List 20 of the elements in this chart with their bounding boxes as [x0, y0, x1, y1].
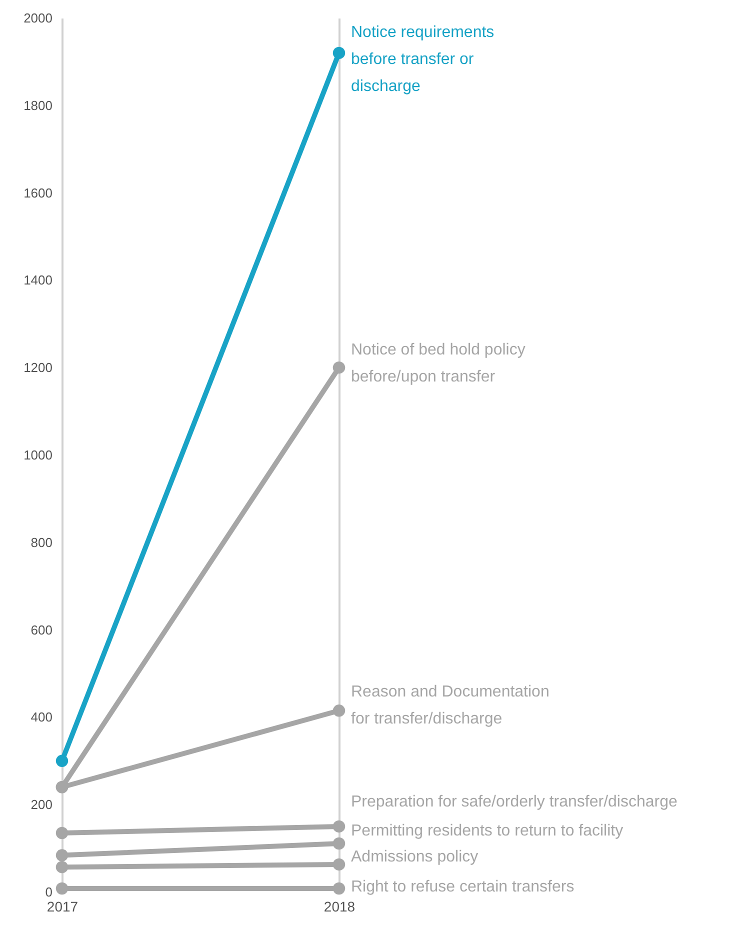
series-label: Right to refuse certain transfers: [351, 878, 574, 896]
x-tick-label: 2018: [324, 898, 356, 914]
y-tick-label: 600: [30, 622, 52, 638]
series-label: Permitting residents to return to facility: [351, 822, 624, 840]
x-tick-label: 2017: [46, 898, 78, 914]
series-label: Notice requirements before transfer or discharge: [351, 24, 494, 95]
series-label: Preparation for safe/orderly transfer/discharge: [351, 793, 678, 810]
y-tick-label: 800: [30, 534, 52, 550]
series-label: Admissions policy: [351, 848, 478, 866]
y-tick-label: 2000: [24, 10, 52, 26]
y-tick-label: 200: [30, 797, 52, 812]
series-label: Reason and Documentation for transfer/discharge: [351, 684, 550, 728]
y-tick-label: 0: [45, 884, 52, 900]
y-tick-label: 400: [30, 710, 52, 725]
y-tick-label: 1400: [24, 272, 52, 288]
y-tick-label: 1000: [24, 448, 52, 462]
y-tick-label: 1600: [24, 185, 52, 200]
y-tick-label: 1200: [24, 360, 52, 376]
y-tick-label: 1800: [24, 98, 52, 113]
series-label: Notice of bed hold policy before/upon transfer: [351, 342, 526, 386]
